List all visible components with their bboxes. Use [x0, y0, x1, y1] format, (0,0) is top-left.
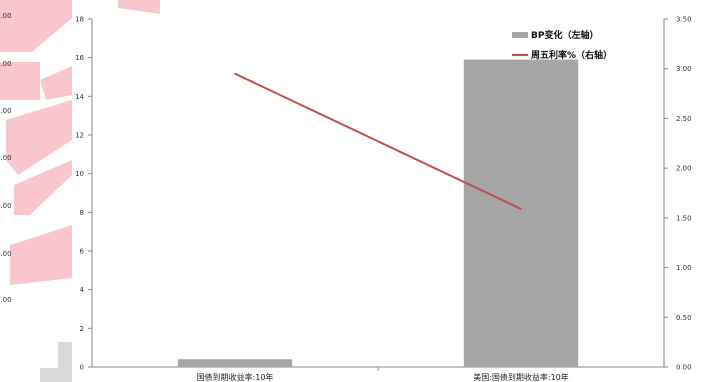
left-edge-tick-label: 1.00 — [0, 250, 12, 258]
category-labels: 国债到期收益率:10年 美国:国债到期收益率:10年 — [197, 372, 569, 382]
left-tick-label: 0 — [80, 364, 84, 372]
left-tick-label: 6 — [80, 248, 85, 256]
left-tick-label: 14 — [75, 93, 84, 101]
left-tick-label: 2 — [80, 325, 84, 333]
left-tick-label: 18 — [75, 16, 84, 24]
category-label: 美国:国债到期收益率:10年 — [473, 372, 569, 382]
legend-swatch-bar — [512, 32, 528, 38]
legend-label-line: 周五利率%（右轴） — [531, 49, 612, 61]
right-axis-ticks: 0.00 0.50 1.00 1.50 2.00 2.50 3.00 3.50 — [664, 16, 692, 372]
left-edge-tick-label: 1.00 — [0, 202, 12, 210]
left-tick-label: 16 — [75, 54, 84, 62]
line-path — [234, 72, 522, 210]
left-axis-ticks: 0 2 4 6 8 10 12 14 16 18 — [75, 16, 92, 372]
left-edge-ticks: 1.00 1.00 1.00 1.00 1.00 1.00 1.00 — [0, 12, 12, 304]
left-edge-tick-label: 1.00 — [0, 154, 12, 162]
right-tick-label: 2.00 — [676, 165, 692, 173]
right-tick-label: 0.00 — [676, 364, 692, 372]
right-tick-label: 1.50 — [676, 214, 692, 222]
left-edge-tick-label: 1.00 — [0, 12, 12, 20]
left-tick-label: 4 — [80, 286, 85, 294]
bar-series — [177, 59, 579, 367]
right-tick-label: 3.00 — [676, 65, 692, 73]
line-point — [520, 208, 522, 210]
line-series — [234, 72, 522, 210]
right-tick-label: 0.50 — [676, 314, 692, 322]
line-point — [234, 72, 236, 75]
legend: BP变化（左轴） 周五利率%（右轴） — [512, 29, 612, 61]
left-edge-tick-label: 1.00 — [0, 107, 12, 115]
left-tick-label: 10 — [75, 170, 84, 178]
bar — [463, 59, 579, 367]
left-tick-label: 8 — [80, 209, 84, 217]
category-label: 国债到期收益率:10年 — [197, 372, 274, 382]
left-edge-tick-label: 1.00 — [0, 60, 12, 68]
left-edge-tick-label: 1.00 — [0, 296, 12, 304]
legend-label-bar: BP变化（左轴） — [531, 29, 598, 41]
right-tick-label: 2.50 — [676, 115, 692, 123]
right-tick-label: 1.00 — [676, 264, 692, 272]
left-tick-label: 12 — [75, 132, 84, 140]
background-decoration — [0, 0, 160, 382]
bar — [177, 359, 293, 367]
right-tick-label: 3.50 — [676, 16, 692, 24]
